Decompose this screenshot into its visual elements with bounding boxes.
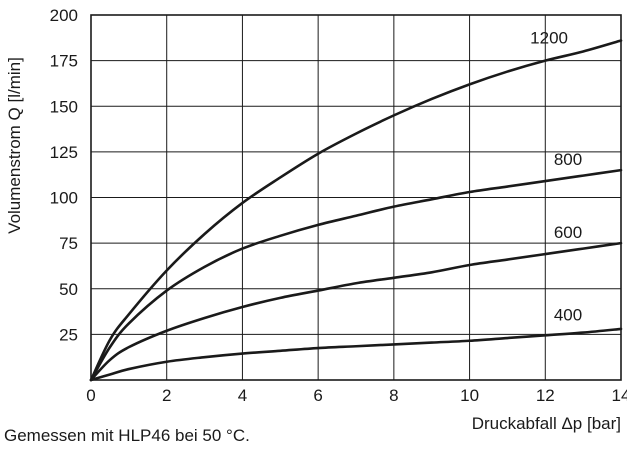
footnote: Gemessen mit HLP46 bei 50 °C. [4,426,250,445]
x-tick-label: 14 [612,386,627,405]
curves [89,39,623,382]
series-label-600: 600 [554,223,582,242]
x-tick-label: 10 [460,386,479,405]
grid [91,15,621,380]
x-tick-label: 12 [536,386,555,405]
series-label-1200: 1200 [530,29,568,48]
y-tick-label: 150 [50,97,78,116]
x-tick-label: 0 [86,386,95,405]
series-line-1200 [89,39,623,382]
x-tick-label: 4 [238,386,247,405]
y-tick-label: 25 [59,325,78,344]
series-line-400 [89,327,623,382]
x-axis-title: Druckabfall Δp [bar] [472,414,621,433]
y-tick-label: 125 [50,143,78,162]
y-tick-label: 50 [59,280,78,299]
series-label-400: 400 [554,306,582,325]
x-tick-label: 2 [162,386,171,405]
y-tick-label: 175 [50,52,78,71]
series-line-600 [89,241,623,382]
x-tick-label: 6 [313,386,322,405]
series-line-800 [89,168,623,382]
series-labels: 1200 800 600 400 [530,29,582,325]
tick-labels: 0 2 4 6 8 10 12 14 25 50 75 100 125 150 175 200 [50,6,627,405]
plot-frame [90,14,622,381]
series-label-800: 800 [554,150,582,169]
y-tick-label: 75 [59,234,78,253]
y-tick-label: 100 [50,189,78,208]
x-tick-label: 8 [389,386,398,405]
y-axis-title: Volumenstrom Q [l/min] [5,57,24,234]
y-tick-label: 200 [50,6,78,25]
